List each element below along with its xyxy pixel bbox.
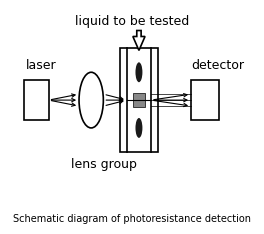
Text: liquid to be tested: liquid to be tested — [75, 15, 189, 28]
Ellipse shape — [135, 62, 142, 82]
Bar — [133, 93, 145, 107]
Text: detector: detector — [191, 59, 244, 72]
Bar — [191, 80, 219, 120]
Text: laser: laser — [26, 59, 57, 72]
Bar — [24, 80, 49, 120]
Bar — [120, 48, 158, 152]
Ellipse shape — [135, 118, 142, 138]
Text: lens group: lens group — [71, 158, 137, 171]
Polygon shape — [133, 30, 145, 50]
Text: Schematic diagram of photoresistance detection: Schematic diagram of photoresistance det… — [13, 214, 251, 224]
Ellipse shape — [79, 72, 103, 128]
